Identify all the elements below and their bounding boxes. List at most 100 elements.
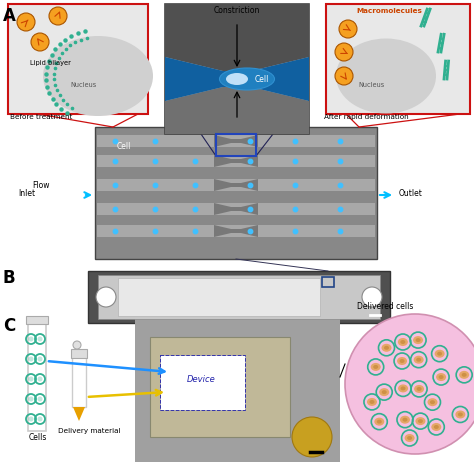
Polygon shape bbox=[165, 58, 309, 102]
Circle shape bbox=[73, 341, 81, 349]
Ellipse shape bbox=[377, 420, 382, 424]
Ellipse shape bbox=[336, 39, 436, 114]
Circle shape bbox=[292, 417, 332, 457]
Circle shape bbox=[37, 357, 43, 362]
Circle shape bbox=[335, 68, 353, 86]
Circle shape bbox=[339, 21, 357, 39]
Text: Constriction: Constriction bbox=[214, 6, 260, 15]
Ellipse shape bbox=[373, 365, 378, 369]
Circle shape bbox=[345, 314, 474, 454]
Bar bbox=[160, 355, 245, 410]
Ellipse shape bbox=[374, 418, 384, 426]
Ellipse shape bbox=[462, 373, 467, 377]
Circle shape bbox=[37, 377, 43, 382]
Bar bbox=[118, 278, 320, 316]
Ellipse shape bbox=[402, 418, 408, 422]
Polygon shape bbox=[165, 5, 309, 72]
Polygon shape bbox=[214, 225, 258, 238]
Ellipse shape bbox=[371, 363, 381, 371]
Bar bbox=[72, 357, 86, 407]
Ellipse shape bbox=[458, 413, 463, 417]
Ellipse shape bbox=[430, 400, 435, 404]
Ellipse shape bbox=[418, 419, 423, 423]
Text: Cells: Cells bbox=[29, 432, 47, 441]
Ellipse shape bbox=[400, 359, 405, 363]
Circle shape bbox=[28, 377, 34, 382]
Circle shape bbox=[17, 14, 35, 32]
Bar bbox=[88, 271, 390, 323]
Ellipse shape bbox=[431, 423, 441, 431]
Text: Macromolecules: Macromolecules bbox=[356, 8, 422, 14]
Ellipse shape bbox=[415, 417, 426, 425]
Circle shape bbox=[37, 337, 43, 342]
Bar bbox=[97, 225, 375, 238]
Circle shape bbox=[28, 417, 34, 422]
Ellipse shape bbox=[379, 388, 389, 396]
Ellipse shape bbox=[398, 385, 408, 393]
Ellipse shape bbox=[367, 398, 377, 406]
Ellipse shape bbox=[400, 416, 410, 424]
Polygon shape bbox=[214, 180, 258, 192]
Text: Nucleus: Nucleus bbox=[358, 82, 384, 88]
Ellipse shape bbox=[436, 373, 446, 381]
Ellipse shape bbox=[401, 387, 406, 391]
Circle shape bbox=[335, 44, 353, 62]
Ellipse shape bbox=[434, 425, 439, 429]
Ellipse shape bbox=[382, 390, 387, 394]
Bar bbox=[97, 136, 375, 148]
Circle shape bbox=[28, 337, 34, 342]
Ellipse shape bbox=[405, 434, 415, 442]
Circle shape bbox=[37, 417, 43, 422]
Text: Before treatment: Before treatment bbox=[10, 114, 73, 120]
Text: Nucleus: Nucleus bbox=[70, 82, 96, 88]
Bar bbox=[165, 5, 309, 135]
Ellipse shape bbox=[382, 344, 392, 352]
Text: B: B bbox=[3, 269, 16, 287]
Text: Inlet: Inlet bbox=[18, 188, 35, 198]
Text: Cell: Cell bbox=[117, 142, 131, 150]
Ellipse shape bbox=[226, 74, 248, 86]
Ellipse shape bbox=[438, 375, 444, 379]
Ellipse shape bbox=[401, 340, 405, 344]
Text: Delivered cells: Delivered cells bbox=[357, 301, 413, 310]
Ellipse shape bbox=[407, 436, 412, 440]
Polygon shape bbox=[214, 156, 258, 168]
Ellipse shape bbox=[435, 350, 445, 358]
Polygon shape bbox=[73, 407, 85, 421]
Text: A: A bbox=[3, 7, 16, 25]
Polygon shape bbox=[214, 136, 258, 148]
Bar bbox=[8, 5, 148, 115]
Circle shape bbox=[37, 397, 43, 401]
Bar bbox=[97, 180, 375, 192]
Text: After rapid deformation: After rapid deformation bbox=[324, 114, 409, 120]
Ellipse shape bbox=[413, 336, 423, 344]
Ellipse shape bbox=[397, 357, 407, 365]
Ellipse shape bbox=[459, 371, 469, 379]
Ellipse shape bbox=[437, 352, 442, 356]
Bar bbox=[135, 317, 340, 462]
Circle shape bbox=[28, 397, 34, 401]
Circle shape bbox=[96, 288, 116, 307]
Circle shape bbox=[28, 357, 34, 362]
Ellipse shape bbox=[456, 411, 465, 419]
Bar bbox=[216, 135, 256, 156]
Ellipse shape bbox=[414, 385, 424, 393]
Bar bbox=[71, 349, 87, 358]
Bar bbox=[150, 337, 290, 437]
Circle shape bbox=[362, 288, 382, 307]
Bar bbox=[95, 128, 377, 259]
Ellipse shape bbox=[369, 400, 374, 404]
Polygon shape bbox=[165, 88, 309, 135]
Polygon shape bbox=[214, 204, 258, 216]
Bar bbox=[97, 156, 375, 168]
Text: Device: Device bbox=[187, 374, 216, 383]
Text: C: C bbox=[3, 316, 15, 334]
Text: Outlet: Outlet bbox=[399, 188, 423, 198]
Bar bbox=[98, 275, 380, 319]
Ellipse shape bbox=[416, 358, 421, 362]
Ellipse shape bbox=[43, 37, 153, 117]
Ellipse shape bbox=[398, 338, 408, 346]
Text: Flow: Flow bbox=[32, 181, 49, 189]
Bar bbox=[26, 316, 48, 324]
Bar bbox=[322, 277, 334, 288]
